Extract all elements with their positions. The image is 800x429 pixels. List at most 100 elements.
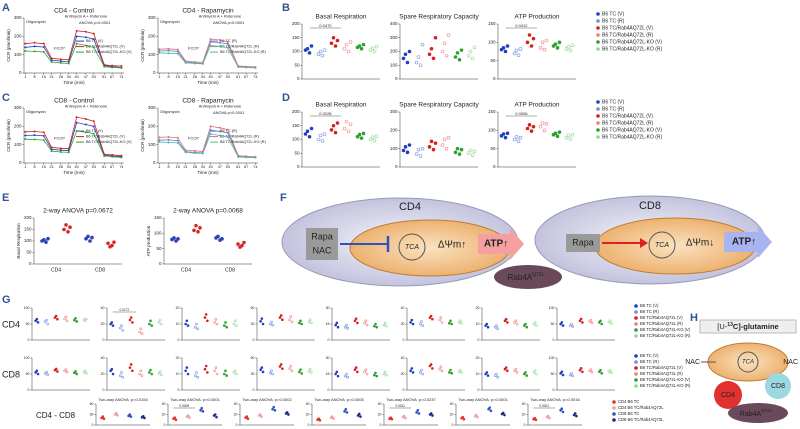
data-point	[303, 132, 308, 136]
data-point	[557, 40, 562, 45]
data-point	[204, 364, 208, 368]
data-point	[579, 366, 583, 370]
data-point	[548, 416, 551, 420]
y-tick-label: 20	[401, 322, 405, 326]
data-point	[322, 132, 327, 136]
data-point	[225, 325, 228, 329]
data-point	[140, 374, 144, 377]
data-point	[59, 61, 62, 64]
data-point	[610, 322, 613, 325]
data-point	[460, 371, 463, 374]
drug-label: Rapa	[311, 231, 333, 241]
data-point	[196, 327, 199, 331]
data-point	[503, 367, 507, 371]
data-point	[109, 322, 112, 326]
data-point	[84, 30, 87, 33]
y-tick-label: 200	[14, 34, 22, 39]
data-point	[158, 318, 162, 322]
legend-label: B6 TC/Rab4AQ72L-KO (R)	[640, 333, 691, 338]
data-point	[279, 363, 283, 366]
data-point	[486, 374, 490, 377]
data-point	[331, 123, 336, 128]
data-point	[573, 412, 577, 415]
text: 13	[727, 322, 733, 328]
data-point	[75, 372, 78, 376]
legend-label: B6 TC (V)	[86, 129, 104, 133]
x-tick-label: 61	[102, 165, 106, 169]
data-point	[242, 240, 246, 245]
legend-label: B6 TC (R)	[220, 129, 238, 133]
p-value: 0.0172	[120, 308, 130, 312]
text: [U-	[717, 322, 728, 331]
data-point	[158, 51, 161, 54]
data-point	[446, 33, 451, 37]
data-point	[333, 44, 338, 48]
data-point	[364, 319, 368, 323]
x-tick-label: 53	[92, 165, 96, 169]
annotation: FCCP	[54, 135, 65, 140]
data-point	[214, 317, 218, 321]
y-tick-label: 400	[390, 21, 398, 26]
data-point	[458, 368, 462, 372]
legend-swatch	[596, 47, 600, 51]
tracer-label: [U-13C]-glutamine	[717, 322, 778, 331]
data-point	[129, 363, 133, 366]
data-point	[75, 35, 78, 38]
data-point	[540, 40, 545, 45]
series-line	[159, 41, 256, 68]
data-point	[568, 373, 572, 377]
data-point	[84, 123, 87, 126]
data-point	[34, 319, 37, 323]
y-tick-label: 200	[292, 21, 300, 26]
data-point	[150, 372, 153, 376]
y-tick-label: 0	[493, 164, 496, 169]
y-tick-label: 150	[292, 123, 300, 128]
data-point	[589, 318, 593, 322]
data-point	[503, 413, 506, 417]
data-point	[176, 141, 179, 144]
data-point	[176, 136, 179, 139]
y-tick-label: 50	[490, 58, 496, 63]
data-point	[462, 417, 466, 421]
data-point	[555, 46, 560, 50]
data-point	[318, 49, 323, 54]
rab4a-protein	[494, 265, 562, 289]
data-point	[184, 61, 187, 64]
data-point	[206, 319, 209, 323]
data-point	[318, 418, 322, 422]
x-axis-label: Time (min)	[197, 80, 219, 85]
data-point	[270, 369, 273, 373]
data-point	[335, 321, 339, 325]
series-line	[159, 129, 256, 158]
data-point	[121, 329, 124, 332]
data-point	[415, 411, 418, 414]
y-tick-label: 100	[488, 40, 496, 45]
data-point	[320, 139, 325, 143]
data-point	[261, 322, 265, 326]
data-point	[120, 65, 123, 68]
x-tick-label: CD8	[95, 267, 105, 273]
x-tick-label: 34	[67, 165, 71, 169]
data-point	[110, 321, 114, 324]
y-tick-label: 0	[297, 76, 300, 81]
legend-swatch	[596, 33, 600, 37]
data-point	[287, 413, 290, 416]
data-point	[375, 374, 379, 378]
data-point	[92, 32, 95, 35]
data-point	[538, 124, 543, 129]
y-tick-label: 40	[378, 402, 382, 406]
data-point	[34, 371, 37, 374]
tca-label: TCA	[405, 244, 419, 251]
data-point	[427, 52, 432, 57]
data-point	[610, 371, 613, 375]
x-tick-label: 47	[218, 165, 222, 169]
data-point	[348, 40, 353, 44]
panel-label: D	[282, 92, 290, 104]
y-tick-label: 20	[476, 356, 480, 360]
data-point	[218, 41, 221, 44]
legend-label: B6 TC/Rab4AQ72L-KO (V)	[640, 377, 691, 382]
data-point	[67, 151, 70, 154]
data-point	[226, 128, 229, 131]
data-point	[92, 125, 95, 128]
